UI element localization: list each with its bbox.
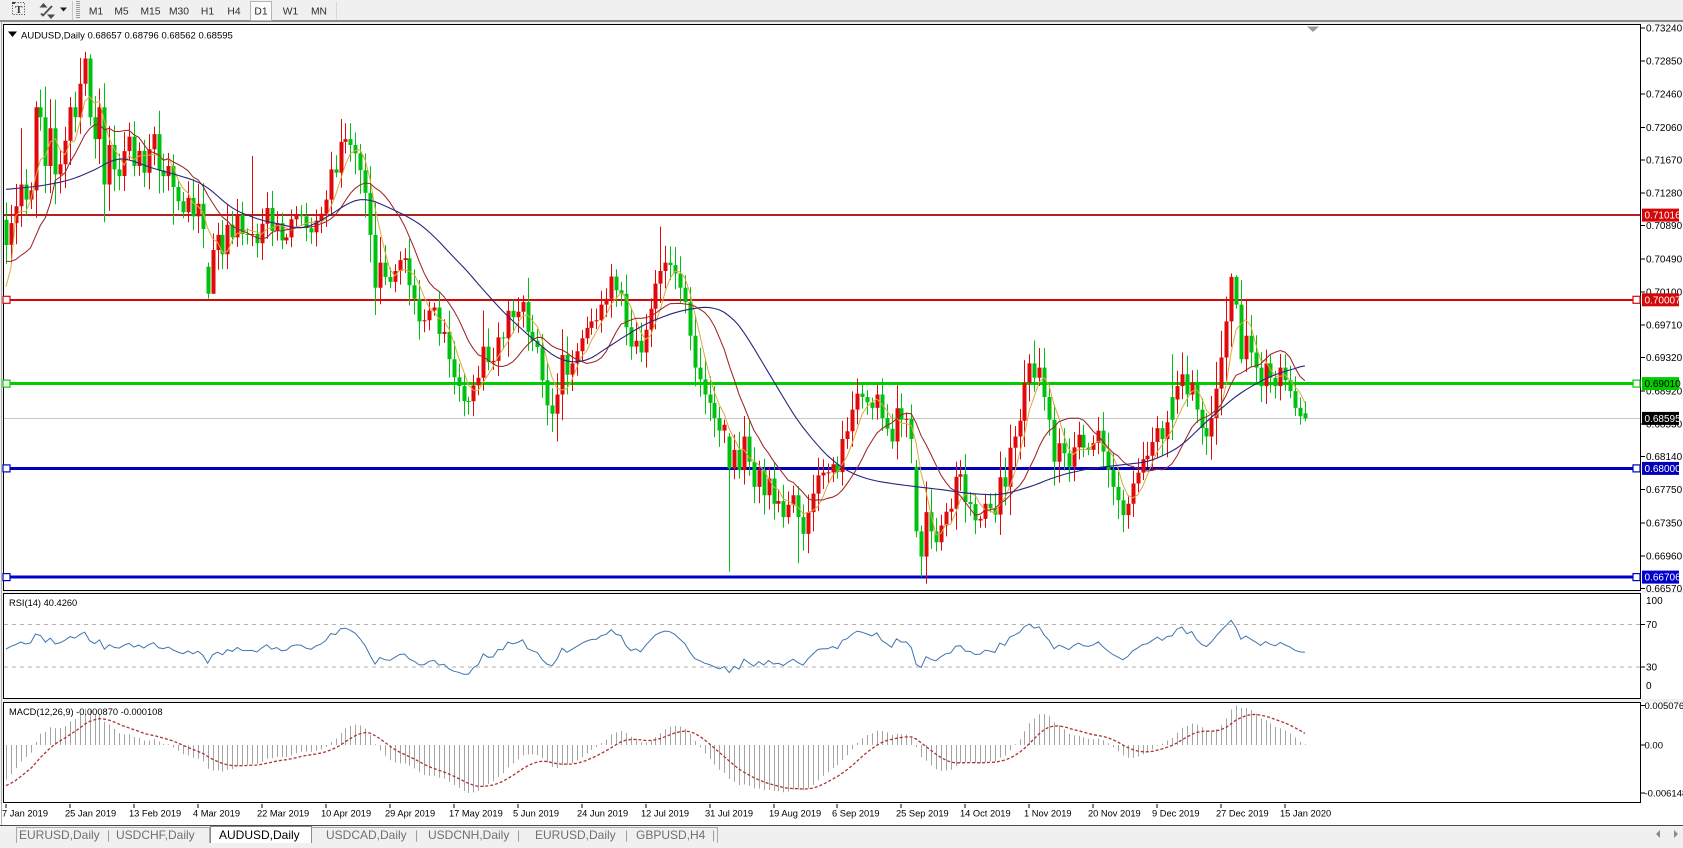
svg-text:7 Jan 2019: 7 Jan 2019 <box>2 809 48 819</box>
svg-text:6 Sep 2019: 6 Sep 2019 <box>832 809 880 819</box>
svg-text:0.005076: 0.005076 <box>1645 701 1683 712</box>
svg-text:|: | <box>712 828 715 842</box>
svg-text:M30: M30 <box>169 7 189 18</box>
svg-text:USDCAD,Daily: USDCAD,Daily <box>326 828 407 842</box>
svg-text:29 Apr 2019: 29 Apr 2019 <box>385 809 435 819</box>
svg-text:0: 0 <box>1646 681 1652 692</box>
svg-text:22 Mar 2019: 22 Mar 2019 <box>257 809 309 819</box>
svg-text:D1: D1 <box>254 7 267 18</box>
svg-text:EURUSD,Daily: EURUSD,Daily <box>535 828 616 842</box>
svg-text:20 Nov 2019: 20 Nov 2019 <box>1088 809 1141 819</box>
svg-text:24 Jun 2019: 24 Jun 2019 <box>577 809 628 819</box>
svg-text:0.71280: 0.71280 <box>1646 188 1683 199</box>
svg-text:MACD(12,26,9) -0.000870 -0.000: MACD(12,26,9) -0.000870 -0.000108 <box>9 707 163 717</box>
svg-text:MN: MN <box>311 7 327 18</box>
svg-text:AUDUSD,Daily: AUDUSD,Daily <box>219 828 300 842</box>
svg-text:RSI(14) 40.4260: RSI(14) 40.4260 <box>9 598 77 608</box>
svg-text:0.00: 0.00 <box>1645 741 1664 752</box>
svg-text:0.67350: 0.67350 <box>1646 519 1683 530</box>
svg-text:27 Dec 2019: 27 Dec 2019 <box>1216 809 1269 819</box>
svg-text:9 Dec 2019: 9 Dec 2019 <box>1152 809 1200 819</box>
svg-text:0.69320: 0.69320 <box>1646 353 1683 364</box>
svg-text:USDCHF,Daily: USDCHF,Daily <box>116 828 195 842</box>
svg-text:|: | <box>517 828 520 842</box>
svg-text:1 Nov 2019: 1 Nov 2019 <box>1024 809 1072 819</box>
svg-text:H4: H4 <box>227 7 240 18</box>
svg-text:25 Sep 2019: 25 Sep 2019 <box>896 809 949 819</box>
svg-text:15 Jan 2020: 15 Jan 2020 <box>1280 809 1331 819</box>
svg-text:70: 70 <box>1646 620 1658 631</box>
svg-text:4 Mar 2019: 4 Mar 2019 <box>193 809 240 819</box>
svg-text:0.71016: 0.71016 <box>1645 211 1682 222</box>
svg-text:AUDUSD,Daily 0.68657 0.68796: AUDUSD,Daily 0.68657 0.68796 0.68562 0.6… <box>21 31 233 42</box>
svg-text:-0.006148: -0.006148 <box>1645 789 1683 800</box>
svg-text:USDCNH,Daily: USDCNH,Daily <box>428 828 509 842</box>
svg-text:0.72060: 0.72060 <box>1646 123 1683 134</box>
svg-text:0.66960: 0.66960 <box>1646 551 1683 562</box>
svg-text:M5: M5 <box>114 7 129 18</box>
svg-text:31 Jul 2019: 31 Jul 2019 <box>705 809 753 819</box>
svg-text:W1: W1 <box>283 7 299 18</box>
svg-text:12 Jul 2019: 12 Jul 2019 <box>641 809 689 819</box>
svg-text:100: 100 <box>1646 596 1663 607</box>
svg-text:M1: M1 <box>89 7 104 18</box>
svg-text:0.73240: 0.73240 <box>1646 24 1683 35</box>
svg-text:0.68140: 0.68140 <box>1646 452 1683 463</box>
svg-text:0.70890: 0.70890 <box>1646 221 1683 232</box>
svg-text:0.70490: 0.70490 <box>1646 255 1683 266</box>
svg-text:0.68000: 0.68000 <box>1645 464 1682 475</box>
svg-text:0.72850: 0.72850 <box>1646 57 1683 68</box>
svg-text:|: | <box>625 828 628 842</box>
svg-text:0.69710: 0.69710 <box>1646 320 1683 331</box>
svg-text:0.67750: 0.67750 <box>1646 485 1683 496</box>
svg-text:0.66570: 0.66570 <box>1646 584 1683 595</box>
svg-text:|: | <box>415 828 418 842</box>
svg-text:|: | <box>107 828 110 842</box>
svg-text:0.66706: 0.66706 <box>1645 573 1682 584</box>
svg-text:0.70007: 0.70007 <box>1645 295 1682 306</box>
svg-text:0.68595: 0.68595 <box>1645 414 1682 425</box>
svg-text:0.71670: 0.71670 <box>1646 156 1683 167</box>
svg-text:5 Jun 2019: 5 Jun 2019 <box>513 809 559 819</box>
svg-text:10 Apr 2019: 10 Apr 2019 <box>321 809 371 819</box>
svg-text:GBPUSD,H4: GBPUSD,H4 <box>636 828 706 842</box>
svg-text:13 Feb 2019: 13 Feb 2019 <box>129 809 181 819</box>
svg-text:25 Jan 2019: 25 Jan 2019 <box>65 809 116 819</box>
svg-text:EURUSD,Daily: EURUSD,Daily <box>19 828 100 842</box>
svg-text:30: 30 <box>1646 662 1658 673</box>
svg-text:T: T <box>15 4 23 16</box>
svg-text:14 Oct 2019: 14 Oct 2019 <box>960 809 1011 819</box>
svg-text:17 May 2019: 17 May 2019 <box>449 809 503 819</box>
svg-text:H1: H1 <box>201 7 214 18</box>
svg-text:0.69010: 0.69010 <box>1645 379 1682 390</box>
svg-text:0.72460: 0.72460 <box>1646 89 1683 100</box>
svg-text:M15: M15 <box>140 7 160 18</box>
svg-text:19 Aug 2019: 19 Aug 2019 <box>769 809 821 819</box>
